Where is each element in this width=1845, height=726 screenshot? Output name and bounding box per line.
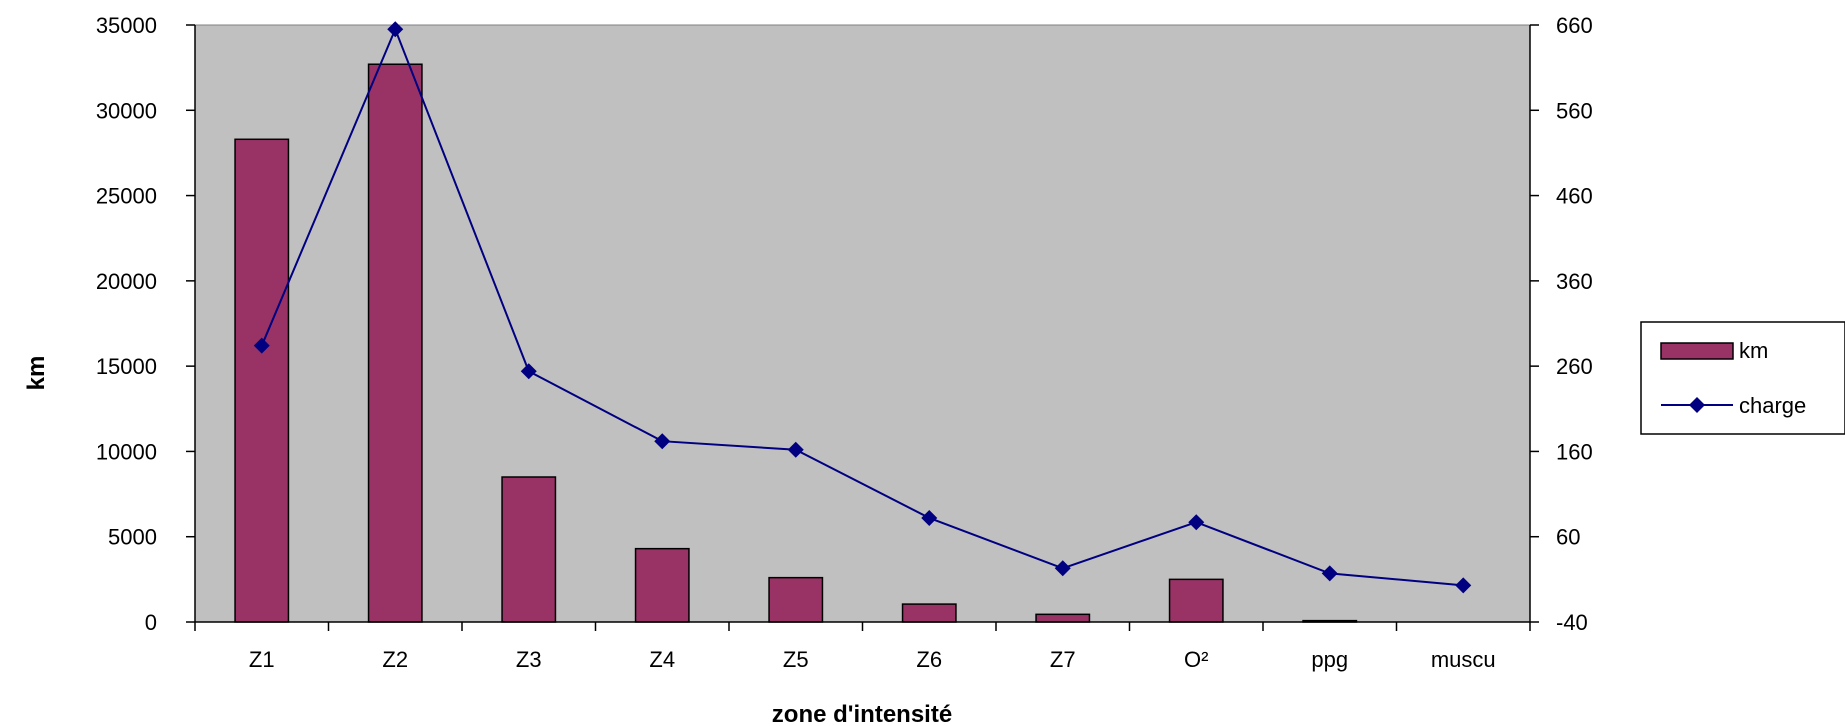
y-tick-label-right: 560 — [1556, 98, 1593, 123]
y-tick-label-right: -40 — [1556, 610, 1588, 635]
bar-km-1 — [234, 138, 290, 623]
y-tick-label-right: 660 — [1556, 13, 1593, 38]
legend-box — [1640, 321, 1845, 435]
y-tick-label-left: 20000 — [96, 269, 157, 294]
y-tick-label-right: 460 — [1556, 184, 1593, 209]
point-charge-9 — [1321, 565, 1338, 582]
line-series-charge — [253, 21, 1472, 594]
y-tick-label-left: 10000 — [96, 439, 157, 464]
x-tick-label: muscu — [1431, 647, 1496, 672]
y-tick-label-right: 360 — [1556, 269, 1593, 294]
x-axis-title: zone d'intensité — [772, 701, 952, 726]
x-tick-label: O² — [1184, 647, 1208, 672]
x-tick-label: Z5 — [783, 647, 809, 672]
point-charge-2 — [387, 21, 404, 38]
bar-km-7 — [1035, 613, 1091, 623]
y-axis-title: km — [23, 356, 50, 391]
point-charge-7 — [1054, 560, 1071, 577]
point-charge-10 — [1455, 577, 1472, 594]
bar-km-3 — [501, 476, 557, 623]
x-tick-label: Z6 — [916, 647, 942, 672]
y-tick-label-left: 30000 — [96, 98, 157, 123]
point-charge-8 — [1188, 514, 1205, 531]
legend-label-charge: charge — [1739, 393, 1806, 418]
x-tick-label: ppg — [1311, 647, 1348, 672]
point-charge-1 — [253, 337, 270, 354]
legend-marker-charge — [1689, 397, 1705, 413]
x-tick-label: Z7 — [1050, 647, 1076, 672]
point-charge-4 — [654, 433, 671, 450]
bar-km-4 — [634, 547, 690, 623]
point-charge-6 — [921, 509, 938, 526]
x-tick-label: Z2 — [382, 647, 408, 672]
point-charge-3 — [520, 363, 537, 380]
legend-label-km: km — [1739, 338, 1768, 363]
legend-swatch-km — [1660, 342, 1734, 360]
bar-km-5 — [768, 576, 824, 623]
bar-km-8 — [1168, 578, 1224, 623]
bar-km-6 — [901, 603, 957, 623]
y-tick-label-left: 15000 — [96, 354, 157, 379]
bar-series-km — [234, 63, 1358, 623]
point-charge-5 — [787, 441, 804, 458]
y-tick-label-right: 260 — [1556, 354, 1593, 379]
x-tick-label: Z1 — [249, 647, 275, 672]
y-tick-label-right: 60 — [1556, 525, 1580, 550]
y-tick-label-left: 25000 — [96, 184, 157, 209]
x-tick-label: Z4 — [649, 647, 675, 672]
bar-km-2 — [367, 63, 423, 623]
x-tick-label: Z3 — [516, 647, 542, 672]
axes: 0 5000 10000 15000 20000 25000 30000 35000 -40 60… — [96, 13, 1593, 672]
y-tick-label-right: 160 — [1556, 439, 1593, 464]
y-tick-label-left: 0 — [145, 610, 157, 635]
line-charge — [260, 26, 1464, 587]
y-tick-label-left: 5000 — [108, 525, 157, 550]
legend: km charge — [1640, 321, 1845, 435]
y-tick-label-left: 35000 — [96, 13, 157, 38]
